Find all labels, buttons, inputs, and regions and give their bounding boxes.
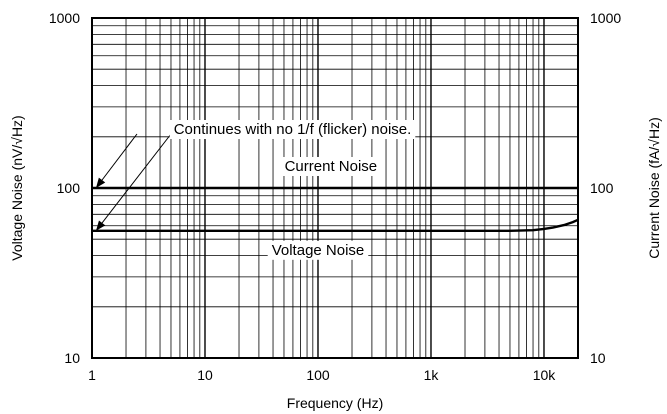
series-line-voltage-noise (92, 218, 579, 233)
y-axis-label-left: Voltage Noise (nV/√Hz) (9, 115, 25, 260)
series-label-current-noise: Current Noise (285, 158, 378, 175)
y-tick-label-right: 10 (590, 350, 606, 366)
x-tick-label: 10 (197, 367, 213, 383)
annotation-arrow-line (95, 133, 138, 189)
x-tick-label: 1 (88, 367, 96, 383)
annotation-text: Continues with no 1/f (flicker) noise. (174, 121, 412, 138)
series-label-voltage-noise: Voltage Noise (272, 242, 365, 259)
annotation-arrowhead (96, 177, 106, 188)
annotation-arrow-line (95, 133, 172, 232)
tick-labels: 1 10 100 1k 10k 10 100 1000 10 100 1000 (49, 10, 622, 383)
annotation-background (169, 120, 416, 139)
x-tick-label: 10k (533, 367, 557, 383)
annotation-arrowhead (96, 220, 106, 231)
x-axis-label: Frequency (Hz) (287, 395, 383, 411)
y-tick-label-right: 1000 (590, 10, 621, 26)
series-label-background (267, 240, 369, 260)
x-tick-label: 1k (424, 367, 440, 383)
series-label-background (280, 157, 382, 176)
y-tick-label-left: 100 (57, 180, 81, 196)
y-tick-label-left: 10 (64, 350, 80, 366)
y-tick-label-left: 1000 (49, 10, 80, 26)
x-tick-label: 100 (306, 367, 330, 383)
annotation-arrows (95, 133, 172, 232)
y-tick-label-right: 100 (590, 180, 614, 196)
series-lines (92, 186, 579, 233)
y-axis-label-right: Current Noise (fA/√Hz) (646, 117, 662, 259)
plot-frame (91, 17, 579, 359)
